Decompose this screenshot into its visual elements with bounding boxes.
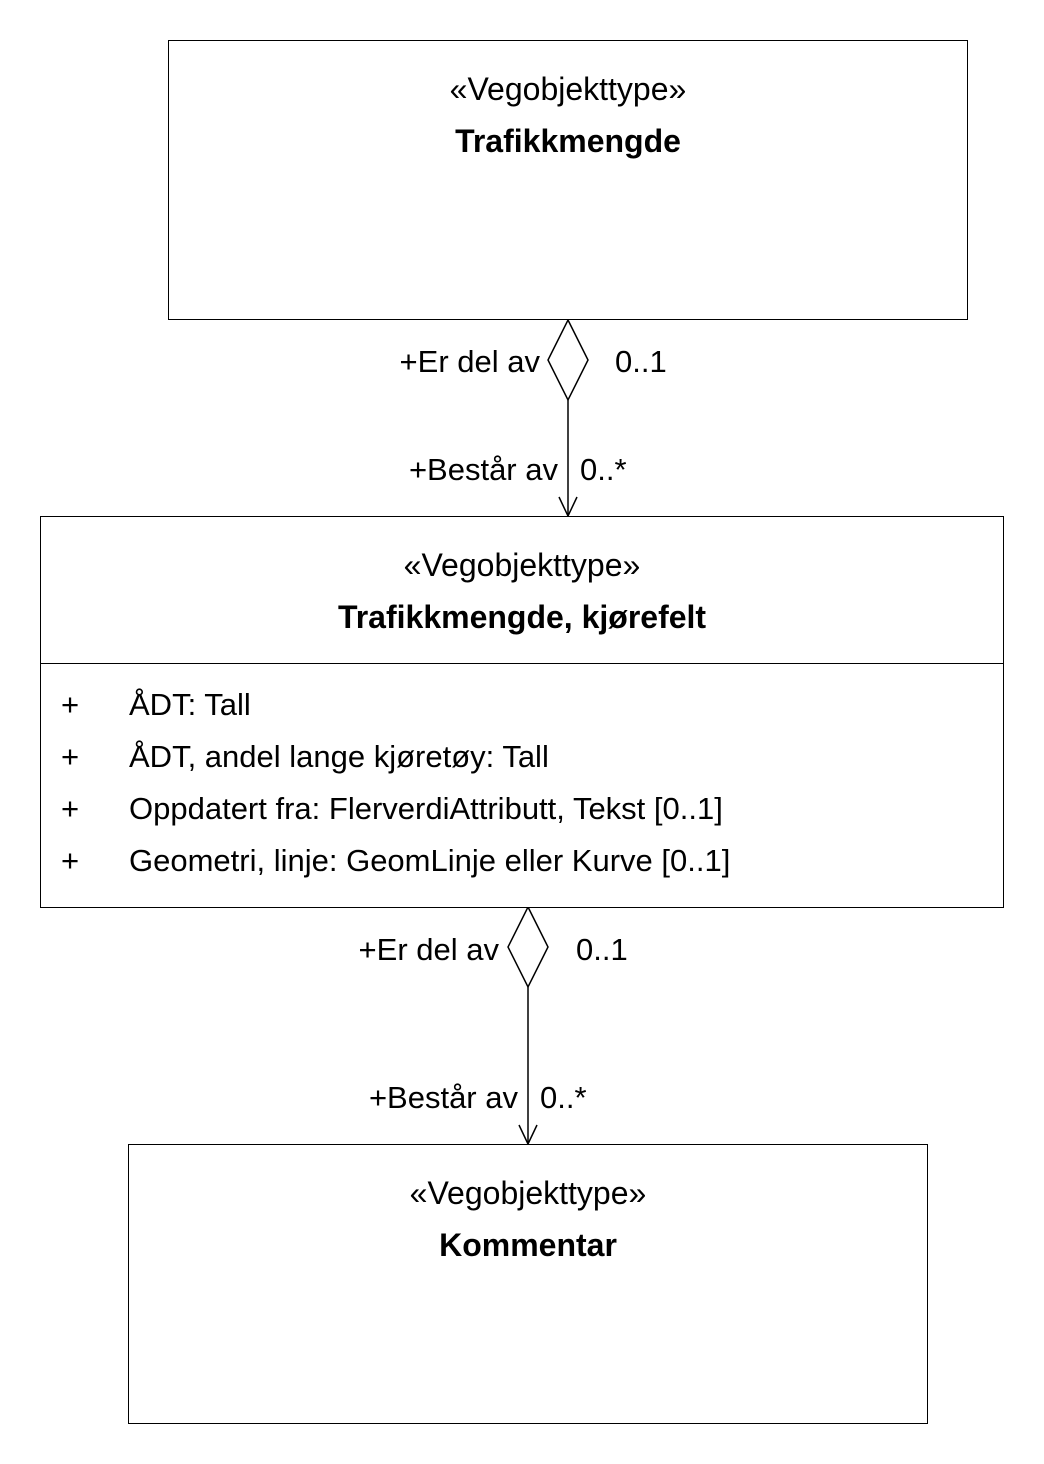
part-role-label: +Består av — [408, 452, 558, 487]
class-stereotype: «Vegobjekttype» — [449, 71, 687, 107]
whole-multiplicity-label: 0..1 — [615, 344, 667, 379]
class-box-top[interactable]: «Vegobjekttype» Trafikkmengde — [168, 40, 968, 320]
class-name: Kommentar — [439, 1227, 617, 1263]
whole-role-label: +Er del av — [358, 932, 499, 967]
attribute-text: ÅDT: Tall — [129, 687, 251, 722]
class-box-bottom[interactable]: «Vegobjekttype» Kommentar — [128, 1144, 928, 1424]
aggregation-2 — [507, 905, 549, 1146]
attribute-row: + Geometri, linje: GeomLinje eller Kurve… — [41, 843, 1003, 883]
aggregation-1 — [547, 318, 589, 518]
aggregation-diamond-icon — [507, 905, 549, 989]
whole-role-label: +Er del av — [399, 344, 540, 379]
class-stereotype: «Vegobjekttype» — [403, 547, 641, 583]
attribute-visibility: + — [61, 687, 80, 722]
attribute-row: + Oppdatert fra: FlerverdiAttributt, Tek… — [41, 791, 1003, 831]
aggregation-diamond-icon — [547, 318, 589, 402]
class-name: Trafikkmengde — [455, 123, 681, 159]
compartment-divider — [41, 663, 1003, 664]
class-stereotype: «Vegobjekttype» — [409, 1175, 647, 1211]
part-multiplicity-label: 0..* — [580, 452, 627, 487]
class-name: Trafikkmengde, kjørefelt — [337, 599, 707, 635]
class-box-middle[interactable]: «Vegobjekttype» Trafikkmengde, kjørefelt… — [40, 516, 1004, 908]
attribute-row: + ÅDT: Tall — [41, 687, 1003, 727]
attribute-text: Oppdatert fra: FlerverdiAttributt, Tekst… — [129, 791, 723, 826]
attribute-row: + ÅDT, andel lange kjøretøy: Tall — [41, 739, 1003, 779]
whole-multiplicity-label: 0..1 — [576, 932, 628, 967]
part-role-label: +Består av — [368, 1080, 518, 1115]
attribute-visibility: + — [61, 739, 80, 774]
part-multiplicity-label: 0..* — [540, 1080, 587, 1115]
attribute-visibility: + — [61, 791, 80, 826]
attribute-visibility: + — [61, 843, 80, 878]
attribute-text: ÅDT, andel lange kjøretøy: Tall — [129, 739, 549, 774]
attribute-text: Geometri, linje: GeomLinje eller Kurve [… — [129, 843, 731, 878]
